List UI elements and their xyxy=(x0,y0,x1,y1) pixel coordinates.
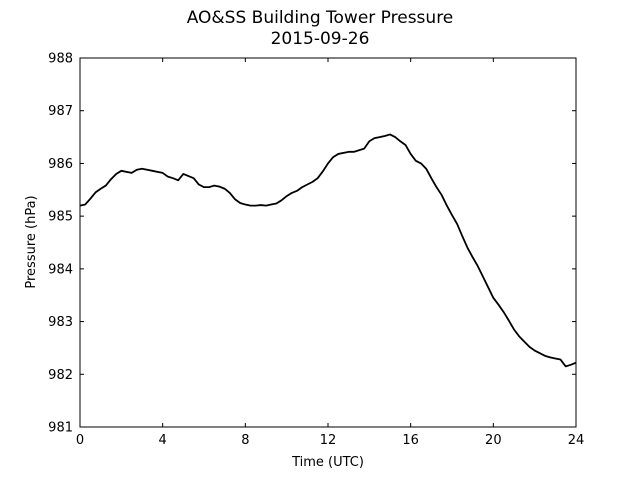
y-tick-label: 986 xyxy=(48,157,73,172)
y-tick-label: 985 xyxy=(48,210,73,225)
x-tick-label: 16 xyxy=(402,433,419,448)
y-axis-label: Pressure (hPa) xyxy=(24,195,39,288)
y-tick-label: 984 xyxy=(48,262,73,277)
chart-title: AO&SS Building Tower Pressure xyxy=(186,8,454,28)
x-axis-label: Time (UTC) xyxy=(291,455,364,470)
y-tick-label: 982 xyxy=(48,368,73,383)
y-tick-label: 983 xyxy=(48,315,73,330)
x-tick-label: 12 xyxy=(320,433,337,448)
x-tick-label: 0 xyxy=(76,433,84,448)
x-tick-label: 24 xyxy=(568,433,585,448)
chart-subtitle: 2015-09-26 xyxy=(270,29,370,49)
x-tick-label: 20 xyxy=(485,433,502,448)
x-tick-label: 4 xyxy=(159,433,167,448)
y-tick-label: 988 xyxy=(48,52,73,67)
pressure-series-line xyxy=(79,133,577,368)
y-tick-label: 981 xyxy=(48,421,73,436)
y-tick-label: 987 xyxy=(48,104,73,119)
x-tick-label: 8 xyxy=(241,433,249,448)
plot-frame xyxy=(79,57,577,428)
